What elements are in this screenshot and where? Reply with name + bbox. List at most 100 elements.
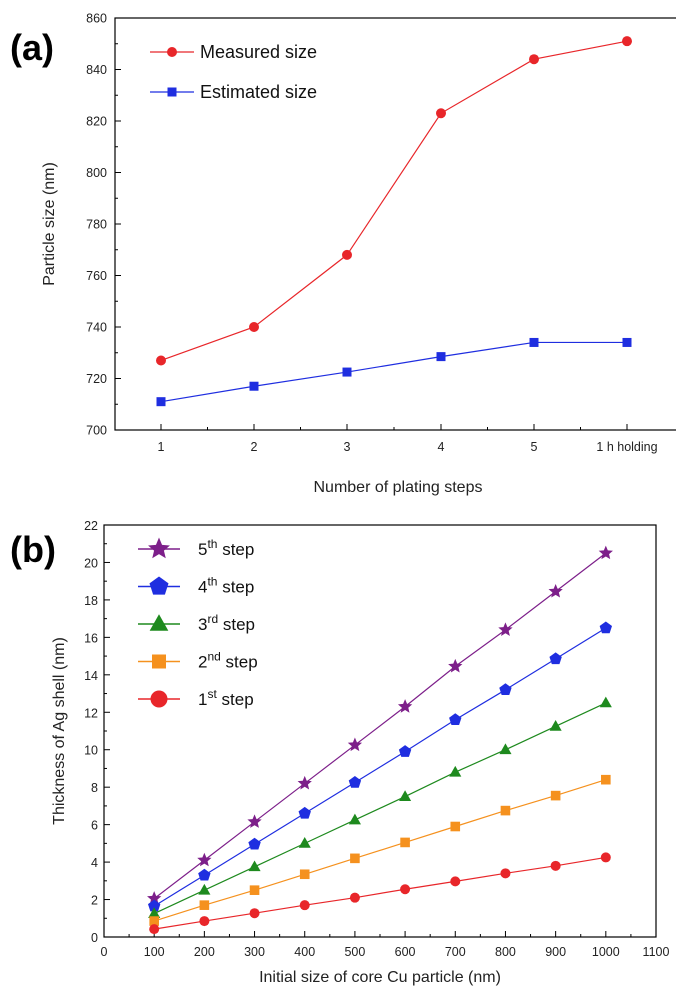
data-point xyxy=(147,891,162,905)
y-tick-label: 14 xyxy=(84,669,98,683)
panel-b: (b) 0 2 4 6 8 10 12 14 16 18 20 22 0 100 200 300 400 500… xyxy=(10,519,669,986)
panel-a-x-axis: 1 2 3 4 5 1 h holding xyxy=(158,424,658,454)
data-point xyxy=(450,821,461,832)
y-tick-label: 840 xyxy=(86,63,107,77)
data-point xyxy=(299,869,310,880)
data-point xyxy=(398,745,412,757)
data-point xyxy=(347,737,363,752)
data-point xyxy=(449,765,462,777)
series-line xyxy=(153,627,607,907)
y-tick-label: 10 xyxy=(84,744,98,758)
panel-a-y-axis: 700 720 740 760 780 800 820 840 860 xyxy=(86,12,121,438)
legend-marker xyxy=(148,537,170,559)
data-point xyxy=(601,774,611,785)
data-point xyxy=(147,899,161,912)
data-point xyxy=(298,806,311,819)
data-point xyxy=(248,860,261,872)
data-point xyxy=(397,699,413,713)
series-5th-step xyxy=(147,545,613,905)
y-tick-label: 800 xyxy=(86,166,107,180)
data-point xyxy=(600,852,611,863)
legend-marker xyxy=(149,576,169,595)
data-point xyxy=(350,853,360,864)
legend-label: 2nd step xyxy=(198,650,258,672)
data-point xyxy=(400,884,411,895)
data-point xyxy=(450,876,461,887)
series-3rd-step xyxy=(148,696,612,918)
x-tick-label: 100 xyxy=(144,945,165,959)
data-point xyxy=(342,367,352,377)
data-point xyxy=(198,883,211,895)
data-point xyxy=(529,337,539,347)
data-point xyxy=(249,885,260,895)
y-tick-label: 22 xyxy=(84,519,98,533)
x-tick-label: 500 xyxy=(344,945,365,959)
data-point xyxy=(149,916,159,926)
x-tick-label: 4 xyxy=(438,440,445,454)
data-point xyxy=(249,322,259,332)
data-point xyxy=(248,837,261,850)
data-point xyxy=(622,36,632,47)
y-tick-label: 8 xyxy=(91,781,98,795)
legend-label: 3rd step xyxy=(198,612,255,634)
x-tick-label: 900 xyxy=(545,945,566,959)
series-1st-step xyxy=(149,852,611,935)
panel-b-label: (b) xyxy=(10,529,56,570)
x-tick-label: 2 xyxy=(251,440,258,454)
legend-label: Estimated size xyxy=(200,82,317,102)
y-tick-label: 4 xyxy=(91,856,98,870)
y-tick-label: 12 xyxy=(84,706,98,720)
panel-a-series xyxy=(156,36,632,407)
x-tick-label: 800 xyxy=(495,945,516,959)
data-point xyxy=(299,900,310,911)
data-point xyxy=(500,805,511,816)
x-tick-label: 3 xyxy=(344,440,351,454)
x-tick-label: 700 xyxy=(445,945,466,959)
panel-a-label: (a) xyxy=(10,27,54,68)
y-tick-label: 860 xyxy=(86,12,107,26)
series-line xyxy=(153,702,607,915)
legend-marker xyxy=(149,614,169,631)
y-tick-label: 16 xyxy=(84,631,98,645)
legend-marker xyxy=(150,690,168,708)
data-point xyxy=(550,790,561,801)
x-tick-label: 1 xyxy=(158,440,165,454)
panel-a-x-axis-label: Number of plating steps xyxy=(314,479,483,496)
data-point xyxy=(247,814,262,828)
data-point xyxy=(297,775,312,790)
panel-b-x-axis: 0 100 200 300 400 500 600 700 800 900 1000 1100 xyxy=(101,931,670,959)
series-measured-size xyxy=(156,36,632,366)
panel-a-legend: Measured size Estimated size xyxy=(150,42,317,102)
legend-label: 5th step xyxy=(198,537,254,559)
data-point xyxy=(449,713,462,726)
data-point xyxy=(156,397,166,407)
y-tick-label: 700 xyxy=(86,424,107,438)
y-tick-label: 740 xyxy=(86,321,107,335)
legend-marker xyxy=(152,654,166,669)
y-tick-label: 2 xyxy=(91,894,98,908)
x-tick-label: 200 xyxy=(194,945,215,959)
panel-b-y-axis: 0 2 4 6 8 10 12 14 16 18 20 22 xyxy=(84,519,110,945)
data-point xyxy=(400,837,410,848)
data-point xyxy=(198,868,211,881)
series-2nd-step xyxy=(149,774,611,926)
y-tick-label: 6 xyxy=(91,819,98,833)
data-point xyxy=(399,790,412,801)
legend-marker xyxy=(167,87,177,97)
data-point xyxy=(348,813,361,825)
data-point xyxy=(499,683,512,696)
data-point xyxy=(342,249,352,260)
data-point xyxy=(599,696,612,708)
x-tick-label: 400 xyxy=(294,945,315,959)
x-tick-label: 1100 xyxy=(643,945,670,959)
y-tick-label: 18 xyxy=(84,594,98,608)
panel-a: (a) 700 720 740 760 780 800 820 840 860 1 2 3 4 5 1 h… xyxy=(10,12,676,496)
data-point xyxy=(298,837,311,848)
y-tick-label: 820 xyxy=(86,115,107,129)
data-point xyxy=(549,719,562,731)
data-point xyxy=(549,652,562,665)
legend-label: 1st step xyxy=(198,687,254,709)
data-point xyxy=(199,900,210,910)
data-point xyxy=(199,916,210,927)
